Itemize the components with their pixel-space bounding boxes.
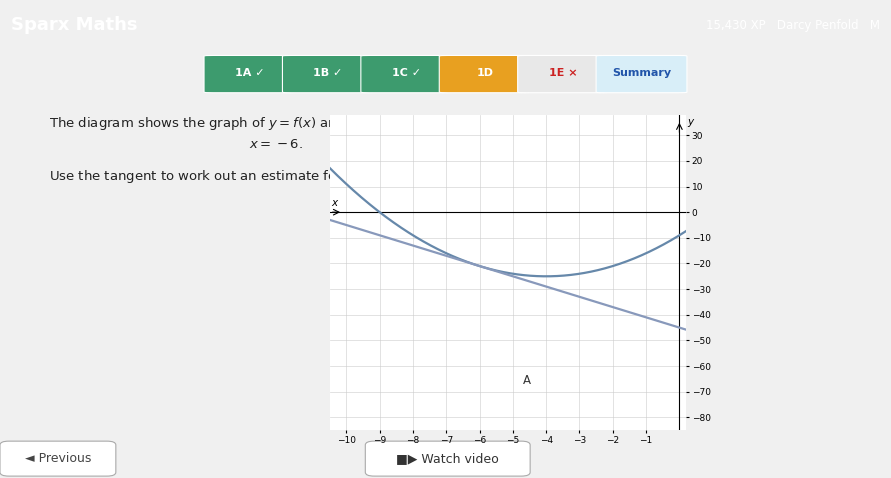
Text: Summary: Summary	[612, 68, 671, 78]
Text: x: x	[331, 197, 338, 207]
Text: 15,430 XP   Darcy Penfold   M: 15,430 XP Darcy Penfold M	[707, 19, 880, 32]
FancyBboxPatch shape	[282, 55, 373, 93]
FancyBboxPatch shape	[0, 441, 116, 476]
FancyBboxPatch shape	[596, 55, 687, 93]
FancyBboxPatch shape	[439, 55, 530, 93]
Text: 1A ✓: 1A ✓	[234, 68, 265, 78]
Text: Use the tangent to work out an estimate for the gradient of the curve at $x = -6: Use the tangent to work out an estimate …	[49, 168, 586, 185]
Text: 1B ✓: 1B ✓	[314, 68, 342, 78]
FancyBboxPatch shape	[365, 441, 530, 476]
Text: A: A	[523, 374, 531, 387]
Text: Sparx Maths: Sparx Maths	[11, 16, 137, 34]
FancyBboxPatch shape	[361, 55, 452, 93]
Text: 1D: 1D	[476, 68, 494, 78]
FancyBboxPatch shape	[204, 55, 295, 93]
Text: ■▶ Watch video: ■▶ Watch video	[396, 452, 499, 465]
Text: y: y	[688, 117, 694, 127]
Text: The diagram shows the graph of $y = f(x)$ and the tangent to the graph drawn at: The diagram shows the graph of $y = f(x)…	[49, 115, 577, 132]
Text: 1C ✓: 1C ✓	[392, 68, 421, 78]
Text: 1E ×: 1E ×	[549, 68, 577, 78]
Text: $x = -6.$: $x = -6.$	[249, 138, 303, 151]
FancyBboxPatch shape	[518, 55, 609, 93]
Text: ◄ Previous: ◄ Previous	[25, 452, 91, 465]
